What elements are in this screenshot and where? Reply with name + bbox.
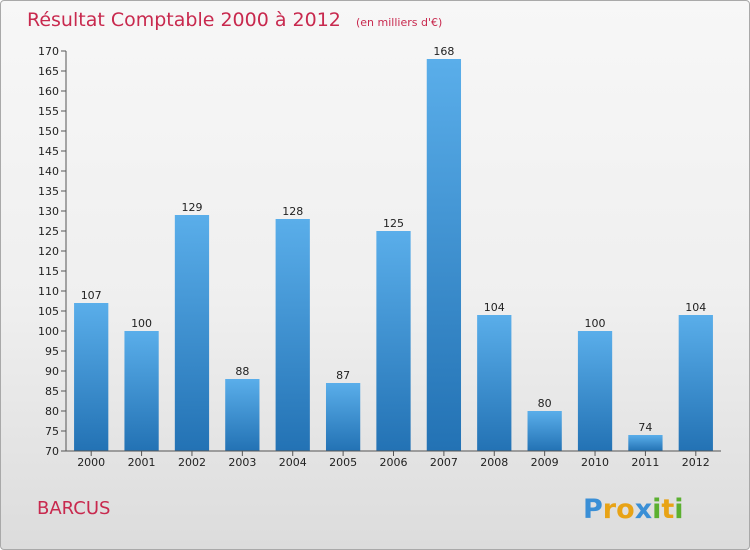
y-axis: 70 75 80 85 90 95 100 105 110 115 120 125 130 135 140 1… [38, 45, 67, 458]
bar-2009 [527, 411, 562, 451]
chart-title-group: Résultat Comptable 2000 à 2012 (en milli… [27, 9, 442, 31]
x-tick-label: 2010 [581, 456, 609, 469]
y-tick-label: 140 [38, 165, 59, 178]
chart-subtitle: (en milliers d'€) [356, 16, 442, 29]
x-tick-label: 2000 [77, 456, 105, 469]
data-label-2010: 100 [585, 317, 606, 330]
y-tick-label: 70 [45, 445, 59, 458]
x-tick-label: 2009 [531, 456, 559, 469]
bar-2005 [325, 383, 361, 451]
bar-2010 [577, 331, 613, 451]
y-tick-label: 80 [45, 405, 59, 418]
y-tick-label: 165 [38, 65, 59, 78]
commune-name: BARCUS [37, 498, 110, 519]
data-label-2004: 128 [282, 205, 303, 218]
y-tick-label: 150 [38, 125, 59, 138]
bars: 107 100 129 88 128 87 125 168 104 80 100 74 104 [74, 45, 713, 451]
y-tick-label: 115 [38, 265, 59, 278]
y-tick-label: 135 [38, 185, 59, 198]
data-label-2002: 129 [181, 201, 202, 214]
y-tick-label: 90 [45, 365, 59, 378]
y-tick-label: 100 [38, 325, 59, 338]
logo-letter: o [616, 494, 635, 525]
logo-letter: x [635, 494, 652, 525]
y-tick-label: 130 [38, 205, 59, 218]
x-tick-label: 2005 [329, 456, 357, 469]
data-label-2012: 104 [685, 301, 706, 314]
data-label-2009: 80 [538, 397, 552, 410]
y-tick-label: 75 [45, 425, 59, 438]
bar-2007 [426, 59, 462, 451]
x-tick-label: 2006 [380, 456, 408, 469]
data-label-2006: 125 [383, 217, 404, 230]
y-tick-label: 120 [38, 245, 59, 258]
logo-letter: P [583, 494, 603, 525]
bar-2008 [477, 315, 512, 451]
data-label-2000: 107 [81, 289, 102, 302]
data-label-2001: 100 [131, 317, 152, 330]
bar-2003 [225, 379, 260, 451]
y-tick-label: 110 [38, 285, 59, 298]
logo-letter: i [652, 494, 661, 525]
y-tick-label: 155 [38, 105, 59, 118]
bar-2011 [628, 435, 663, 451]
data-label-2003: 88 [235, 365, 249, 378]
y-tick-label: 125 [38, 225, 59, 238]
bar-2001 [124, 331, 159, 451]
bar-2002 [174, 215, 210, 451]
bar-2006 [376, 231, 411, 451]
x-tick-label: 2004 [279, 456, 307, 469]
bar-2000 [74, 303, 109, 451]
data-label-2011: 74 [638, 421, 652, 434]
proxiti-logo: Proxiti [583, 494, 684, 525]
data-label-2005: 87 [336, 369, 350, 382]
logo-letter: t [661, 494, 674, 525]
y-tick-label: 145 [38, 145, 59, 158]
y-tick-label: 95 [45, 345, 59, 358]
x-tick-label: 2001 [128, 456, 156, 469]
logo-letter: r [603, 494, 617, 525]
x-axis: 2000 2001 2002 2003 2004 2005 2006 2007 2008 2009… [66, 450, 721, 469]
bar-2004 [275, 219, 310, 451]
x-tick-label: 2002 [178, 456, 206, 469]
y-tick-label: 85 [45, 385, 59, 398]
logo-letter: i [674, 494, 683, 525]
x-tick-label: 2007 [430, 456, 458, 469]
chart-title: Résultat Comptable 2000 à 2012 [27, 9, 341, 31]
y-tick-label: 160 [38, 85, 59, 98]
data-label-2007: 168 [433, 45, 454, 58]
x-tick-label: 2011 [631, 456, 659, 469]
x-tick-label: 2012 [682, 456, 710, 469]
x-tick-label: 2008 [480, 456, 508, 469]
y-tick-label: 170 [38, 45, 59, 58]
x-tick-label: 2003 [228, 456, 256, 469]
data-label-2008: 104 [484, 301, 505, 314]
bar-2012 [678, 315, 713, 451]
y-tick-label: 105 [38, 305, 59, 318]
